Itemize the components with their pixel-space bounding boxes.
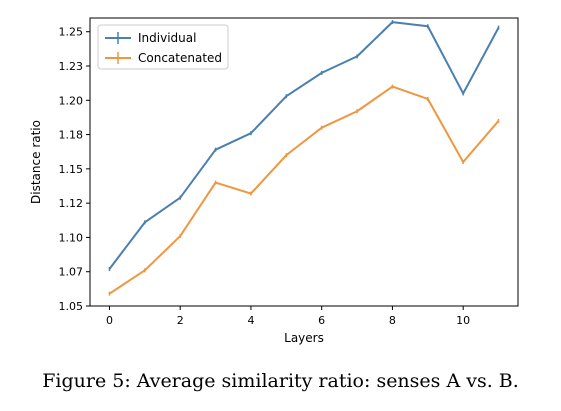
plot-area: 0 2 4 6 8 10 1.05 1.07 1.10 1.12 1.15 1.18 1.20 1.23 1… [59,17,519,327]
figure-caption: Figure 5: Average similarity ratio: sens… [42,370,519,392]
legend: Individual Concatenated [97,24,229,70]
legend-label: Individual [138,31,196,45]
y-tick-label: 1.07 [59,266,84,279]
series-line-individual [108,21,500,270]
y-tick-label: 1.12 [59,197,84,210]
y-tick-label: 1.25 [59,26,84,39]
series-line-concatenated [108,85,500,295]
y-axis-label: Distance ratio [29,120,43,204]
axes-frame [89,17,519,307]
legend-label: Concatenated [138,51,222,65]
x-tick-label: 2 [177,314,184,327]
line-chart: 0 2 4 6 8 10 1.05 1.07 1.10 1.12 1.15 1.18 1.20 1.23 1… [29,17,519,345]
y-tick-label: 1.10 [59,231,84,244]
x-tick-label: 4 [247,314,254,327]
y-tick-label: 1.05 [59,300,84,313]
x-tick-label: 6 [318,314,325,327]
x-tick-label: 0 [106,314,113,327]
y-tick-label: 1.23 [59,60,84,73]
y-tick-label: 1.20 [59,94,84,107]
x-tick-label: 8 [389,314,396,327]
x-tick-label: 10 [456,314,470,327]
x-axis-label: Layers [284,331,324,345]
y-tick-label: 1.15 [59,163,84,176]
y-tick-label: 1.18 [59,129,84,142]
